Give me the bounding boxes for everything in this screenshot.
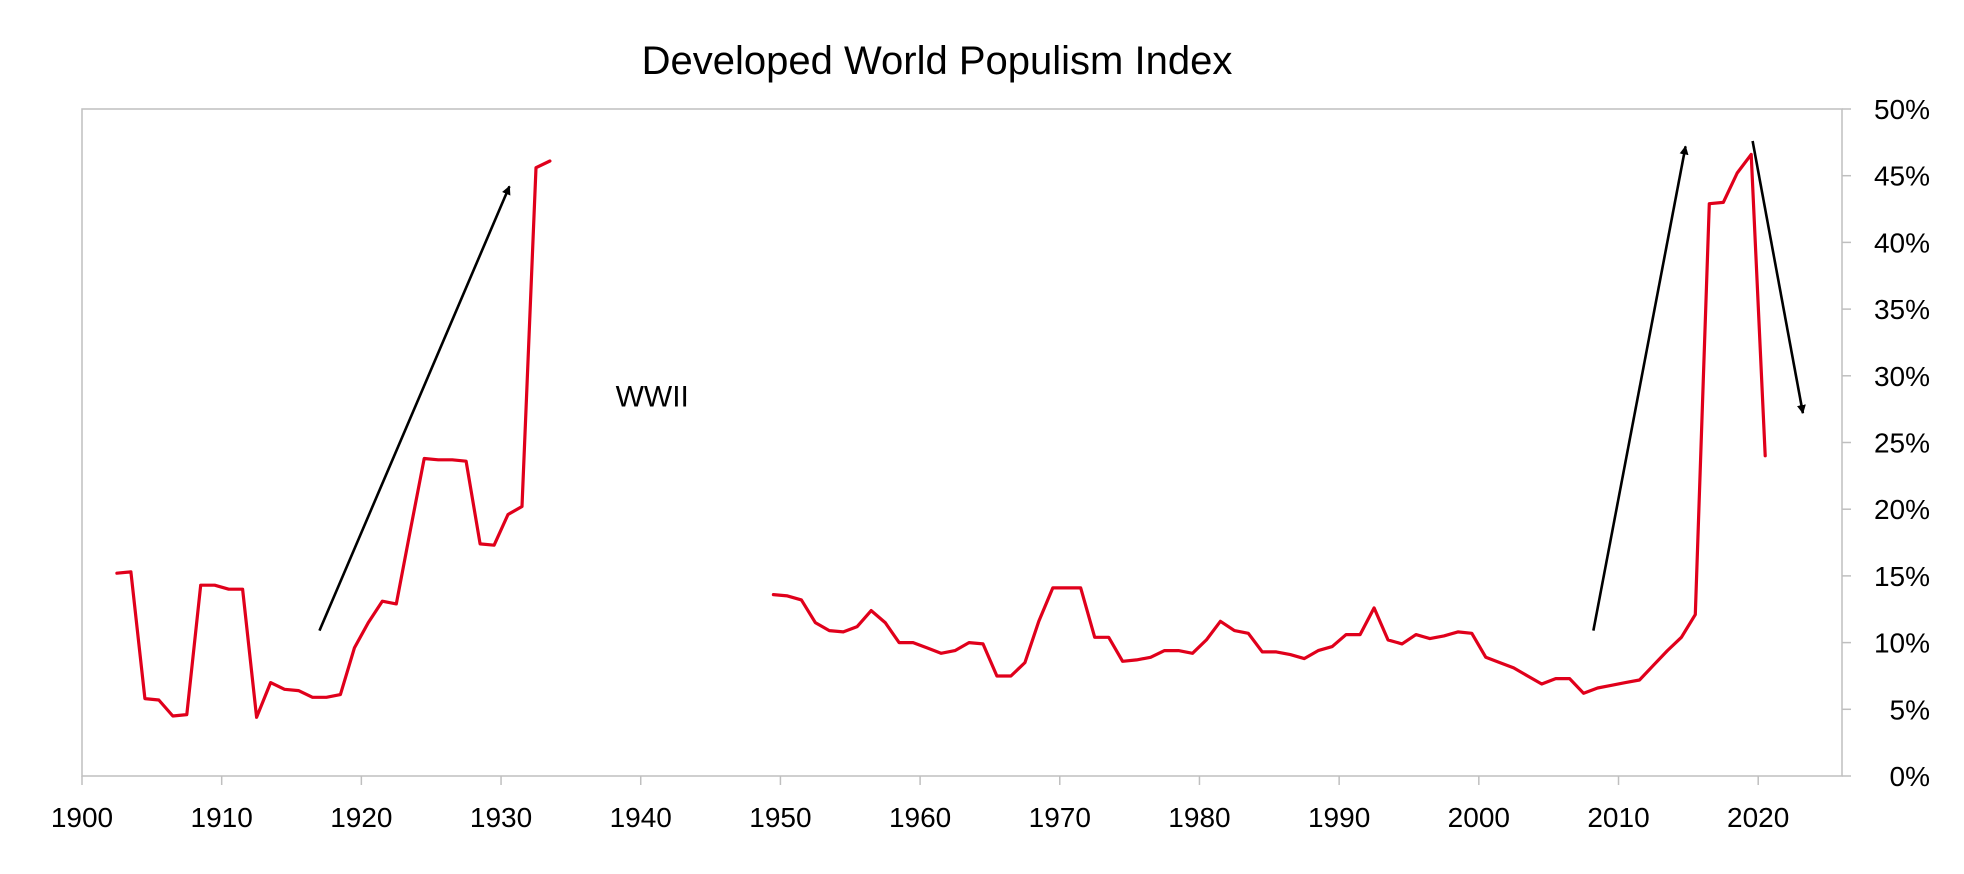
- trend-arrow: [1751, 140, 1806, 415]
- x-tick-label: 1980: [1168, 802, 1230, 833]
- x-tick-label: 1900: [51, 802, 113, 833]
- y-tick-label: 30%: [1874, 361, 1930, 392]
- x-tick-label: 1970: [1029, 802, 1091, 833]
- x-tick-label: 2010: [1587, 802, 1649, 833]
- trend-arrow: [318, 185, 511, 632]
- chart-title: Developed World Populism Index: [642, 39, 1233, 83]
- x-axis: 1900 1910 1920 1930 1940 1950 1960 1970 1980 1990…: [51, 776, 1789, 833]
- x-tick-label: 2000: [1448, 802, 1510, 833]
- annotation-label: WWII: [616, 380, 689, 413]
- y-tick-label: 40%: [1874, 227, 1930, 258]
- y-tick-label: 25%: [1874, 428, 1930, 459]
- arrow-layer: [318, 140, 1806, 632]
- y-tick-label: 45%: [1874, 161, 1930, 192]
- x-tick-label: 1990: [1308, 802, 1370, 833]
- y-tick-label: 0%: [1890, 761, 1930, 792]
- x-tick-label: 1960: [889, 802, 951, 833]
- y-axis: 0% 5% 10% 15% 20% 25% 30% 35% 40% 45% 50%: [1842, 94, 1930, 792]
- series-line: [771, 152, 1767, 695]
- x-tick-label: 1950: [749, 802, 811, 833]
- x-tick-label: 1910: [191, 802, 253, 833]
- x-tick-label: 1940: [610, 802, 672, 833]
- x-tick-label: 1930: [470, 802, 532, 833]
- y-tick-label: 35%: [1874, 294, 1930, 325]
- y-tick-label: 10%: [1874, 628, 1930, 659]
- y-tick-label: 50%: [1874, 94, 1930, 125]
- x-tick-label: 2020: [1727, 802, 1789, 833]
- series-line: [115, 159, 552, 719]
- y-tick-label: 15%: [1874, 561, 1930, 592]
- x-tick-label: 1920: [330, 802, 392, 833]
- y-tick-label: 20%: [1874, 494, 1930, 525]
- annotation-layer: WWII: [616, 380, 689, 413]
- trend-arrow: [1592, 145, 1689, 631]
- y-tick-label: 5%: [1890, 694, 1930, 725]
- series-layer: [115, 152, 1767, 719]
